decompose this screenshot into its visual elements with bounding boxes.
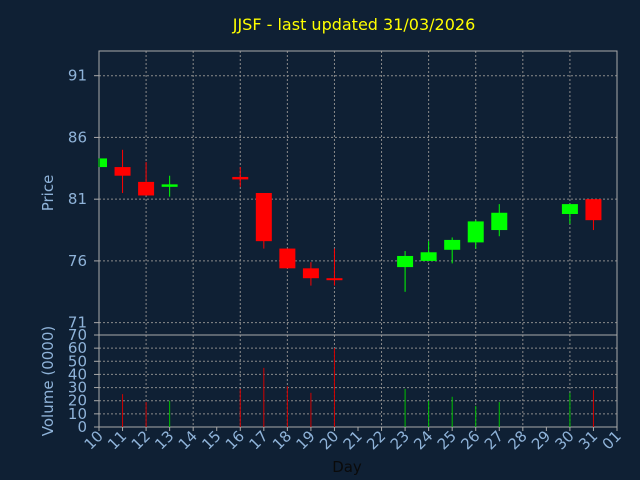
price-axis-label: Price [39,175,57,212]
price-tick-label: 76 [68,252,87,270]
candle-body [161,184,178,187]
candle [491,204,508,237]
candle [467,220,484,249]
price-y-ticks: 71 76 81 86 91 [68,67,99,332]
candle [161,175,178,197]
candle [444,237,461,264]
candle-body [114,167,131,176]
chart-title: JJSF - last updated 31/03/2026 [232,15,476,34]
candle-body [326,278,343,281]
candle [279,248,296,269]
candle-body [302,268,319,279]
candle-body [279,248,296,269]
candle-body [491,212,508,231]
candle [138,162,155,196]
candle-body [444,239,461,250]
volume-tick-label: 30 [68,379,87,397]
volume-tick-label: 20 [68,392,87,410]
candle-body [138,181,155,196]
price-tick-label: 81 [68,190,87,208]
candle [420,241,437,261]
candle [114,149,131,193]
candle [302,262,319,286]
price-tick-label: 86 [68,128,87,146]
price-grid [99,51,617,335]
candle-body [585,199,602,221]
volume-tick-label: 10 [68,405,87,423]
candle-body [420,252,437,261]
volume-tick-label: 50 [68,352,87,370]
volume-tick-label: 70 [68,326,87,344]
price-tick-label: 71 [68,314,87,332]
volume-tick-label: 0 [77,418,87,436]
candle [397,251,414,292]
candle [232,167,249,187]
volume-bars [122,348,594,427]
volume-tick-label: 40 [68,365,87,383]
volume-tick-label: 60 [68,339,87,357]
candle-body [561,204,578,214]
candle [561,204,578,224]
candle-body [255,193,272,242]
volume-axis-label: Volume (0000) [39,326,57,436]
candle-body [467,221,484,243]
candle-body [100,158,107,168]
candle-body [232,176,249,180]
x-axis-label: Day [332,458,362,476]
candle [255,193,272,249]
x-ticks: 1011121314151617181920212223242526272829… [81,427,625,453]
candle [326,248,343,286]
candles [98,149,602,292]
price-tick-label: 91 [68,67,87,85]
candle [585,199,602,231]
candle-body [397,255,414,268]
candle [98,158,107,168]
